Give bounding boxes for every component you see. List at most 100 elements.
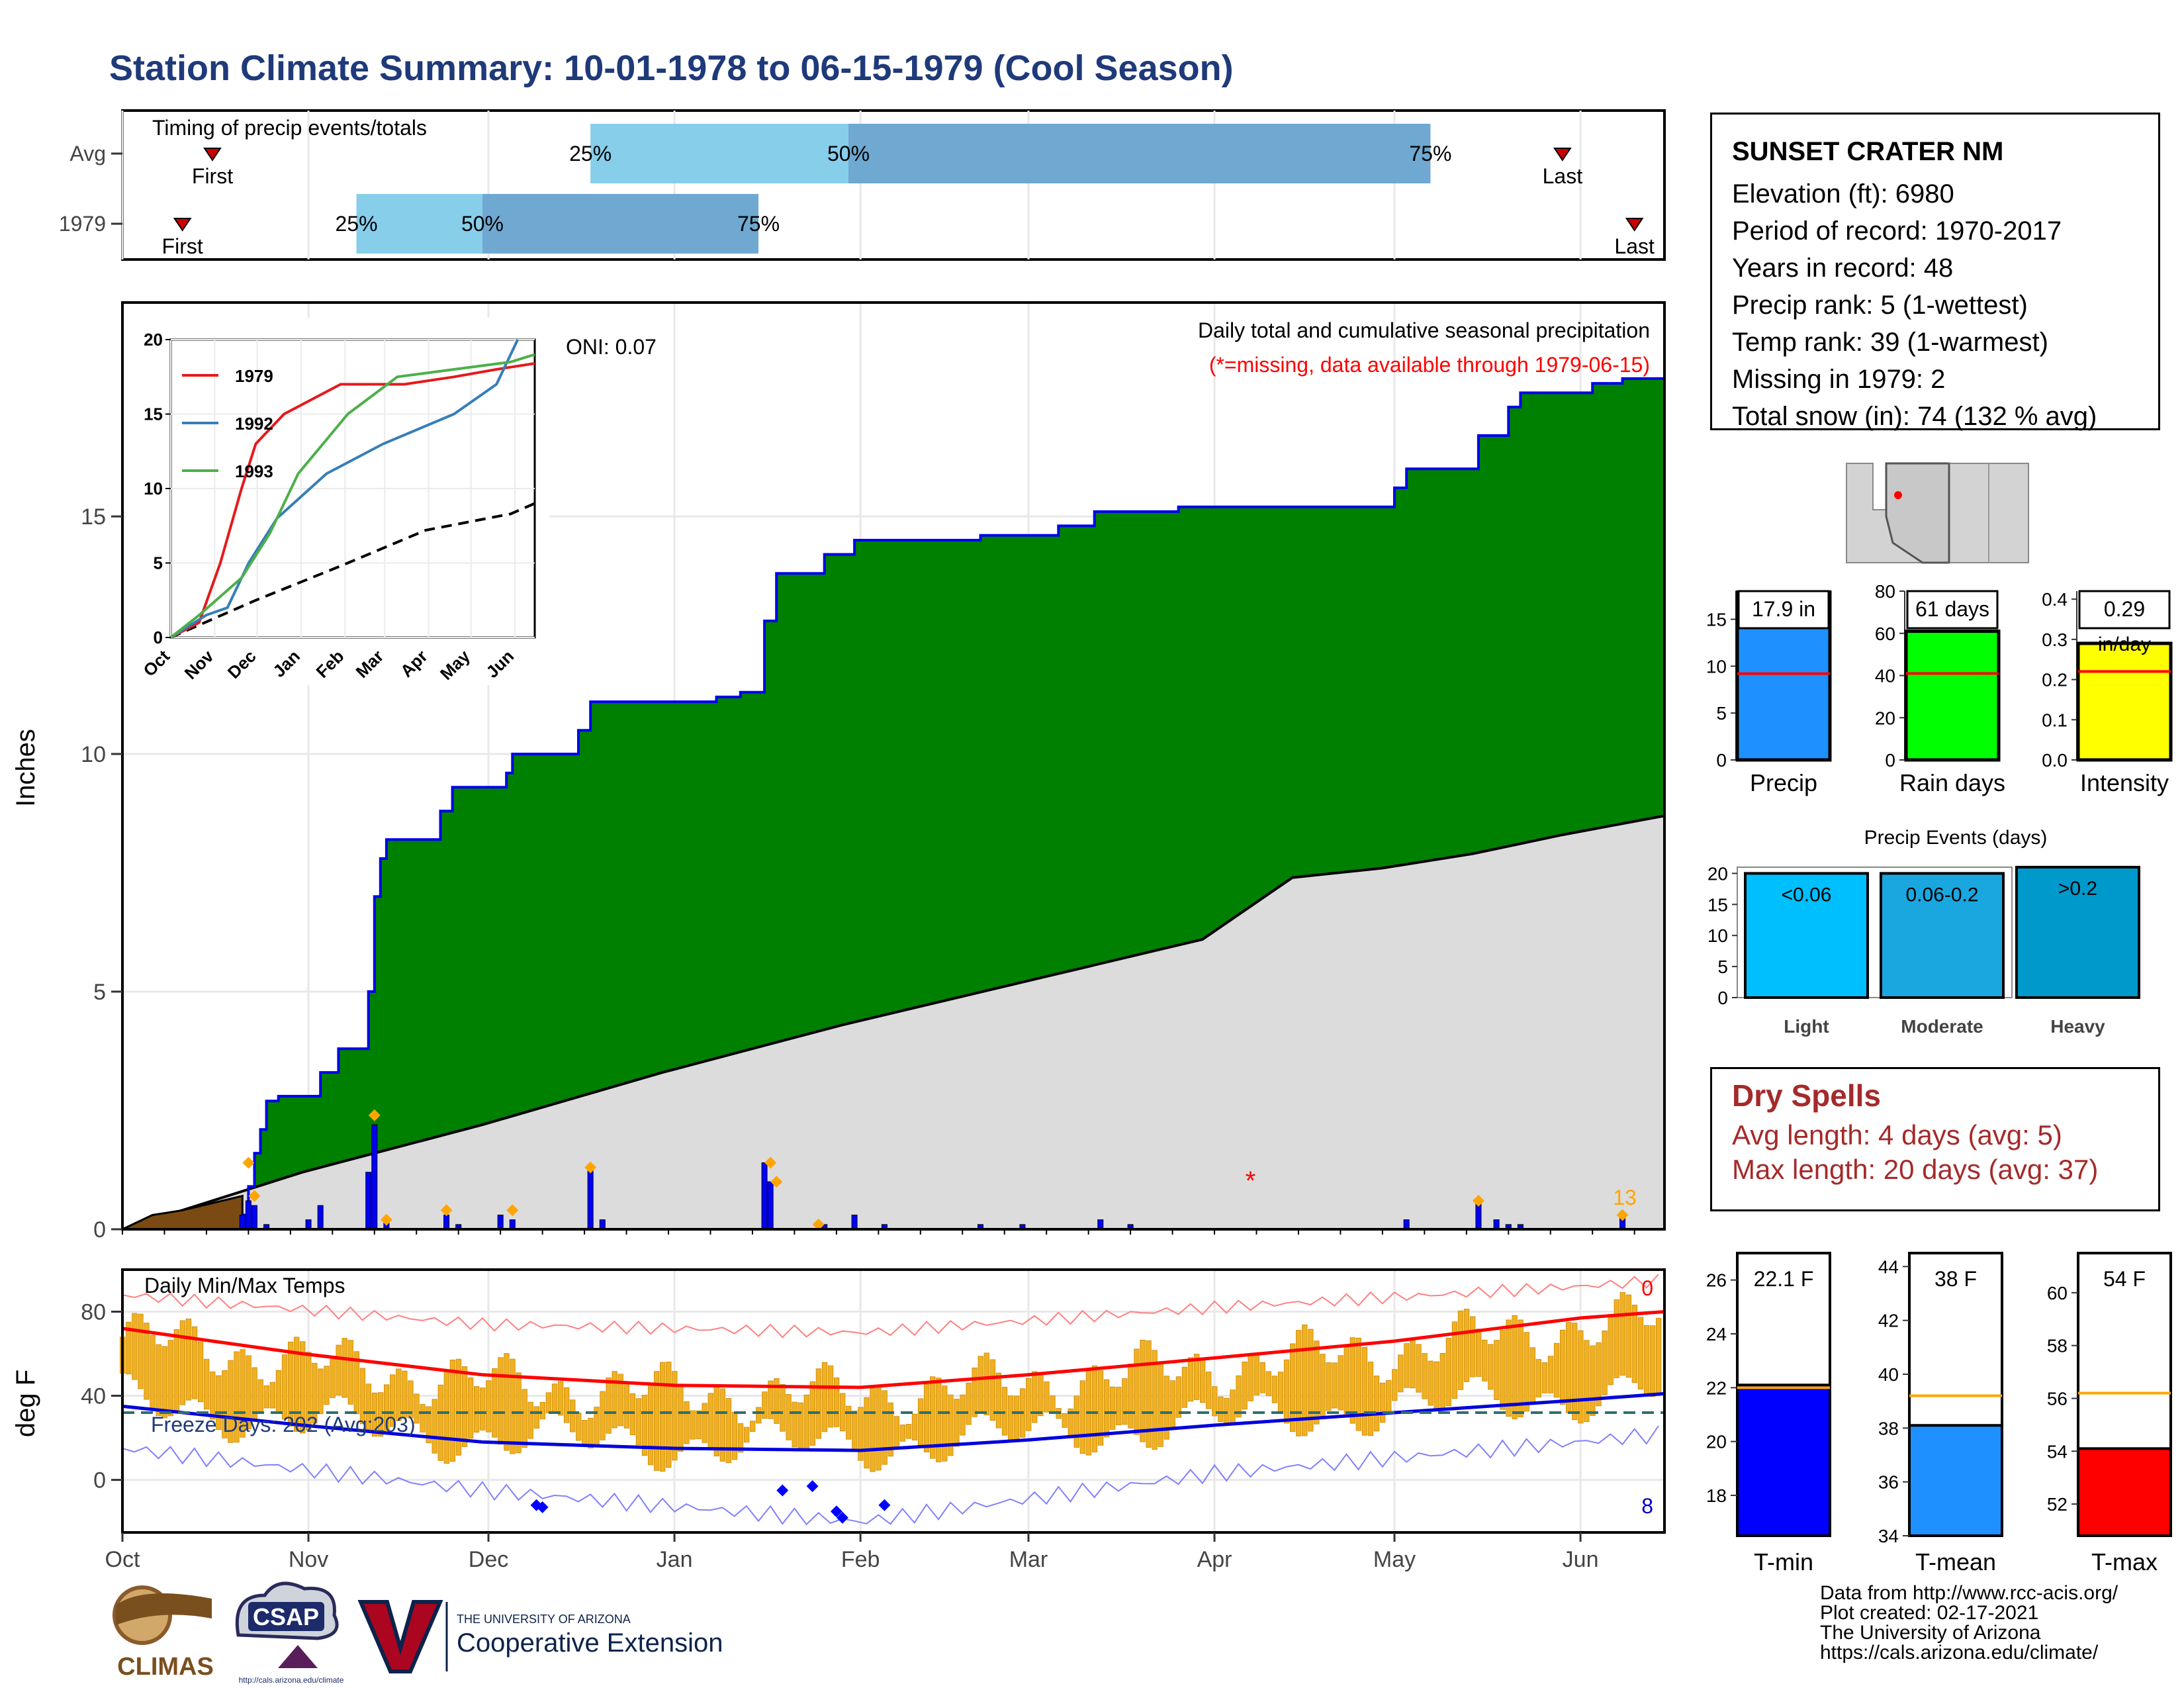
temp-daily-bar	[1079, 1380, 1085, 1454]
temp-daily-bar	[312, 1362, 318, 1424]
temp-daily-bar	[359, 1368, 366, 1425]
temp-cold-marker	[836, 1511, 848, 1524]
temp-daily-bar	[545, 1392, 552, 1414]
temp-daily-bar	[1457, 1310, 1464, 1390]
temp-daily-bar	[228, 1360, 234, 1443]
inset-series-line	[169, 339, 520, 639]
temp-daily-bar	[1140, 1339, 1146, 1442]
temp-daily-bar	[690, 1410, 696, 1440]
temp-daily-bar	[846, 1405, 852, 1440]
precip-y-tick-label: 10	[81, 742, 106, 767]
tempbar-bar	[2077, 1447, 2172, 1537]
inset-series-line	[170, 362, 535, 639]
temp-daily-bar	[1110, 1386, 1116, 1430]
credits-line-1: Data from http://www.rcc-acis.org/	[1820, 1582, 2118, 1604]
temp-daily-bar	[1283, 1359, 1290, 1424]
temp-daily-bar	[287, 1341, 294, 1427]
temp-daily-bar	[948, 1394, 954, 1456]
temp-daily-bar	[1026, 1378, 1032, 1431]
temp-daily-bar	[522, 1389, 527, 1448]
temp-daily-bar	[533, 1406, 539, 1429]
temp-daily-bar	[1038, 1372, 1044, 1417]
temp-daily-bar	[600, 1391, 606, 1440]
temp-daily-bar	[1439, 1352, 1445, 1411]
temp-daily-bar	[1091, 1365, 1098, 1452]
temp-daily-bar	[588, 1417, 594, 1448]
timing-panel: Timing of precip events/totals Avg 25% 50% 7…	[59, 109, 1666, 261]
temp-daily-bar	[1649, 1325, 1656, 1397]
station-temp-rank: Temp rank: 39 (1-warmest)	[1732, 328, 2048, 357]
temp-daily-bar	[281, 1354, 288, 1420]
tempbar-y-tick-label: 26	[1706, 1270, 1727, 1291]
temp-daily-bar	[1404, 1343, 1410, 1388]
tempbar-category-label: T-mean	[1915, 1548, 1996, 1575]
station-info-panel: SUNSET CRATER NM Elevation (ft): 6980 Pe…	[1710, 113, 2160, 431]
temp-daily-bar	[623, 1383, 629, 1429]
climas-logo-text: CLIMAS	[117, 1653, 214, 1681]
temp-daily-bar	[1398, 1354, 1404, 1393]
temp-daily-bar	[917, 1398, 924, 1446]
summary-value-box	[1906, 590, 1999, 630]
temp-daily-bar	[1656, 1317, 1662, 1395]
temp-daily-bar	[617, 1374, 623, 1427]
ua-big-text: Cooperative Extension	[457, 1628, 723, 1658]
ua-small-text: THE UNIVERSITY OF ARIZONA	[457, 1613, 631, 1626]
precip-daily-bar	[251, 1205, 257, 1230]
temp-daily-bar	[786, 1393, 792, 1440]
tempbar-bar	[1908, 1424, 2003, 1537]
tempbar-y-tick-label: 40	[1878, 1364, 1899, 1385]
dry-spells-max: Max length: 20 days (avg: 37)	[1732, 1154, 2099, 1185]
csap-mountain-icon	[278, 1645, 318, 1668]
temp-daily-bar	[1181, 1366, 1188, 1408]
inset-legend-label: 1979	[235, 366, 273, 386]
timing-p50-label: 50%	[827, 142, 870, 165]
timing-last-label: Last	[1614, 234, 1655, 258]
temp-daily-bar	[1602, 1331, 1608, 1395]
temp-daily-bar	[707, 1393, 713, 1450]
summary-y-tick-label: 10	[1706, 656, 1727, 677]
dry-spells-panel: Dry Spells Avg length: 4 days (avg: 5) M…	[1710, 1067, 2160, 1211]
temp-daily-bar	[1163, 1376, 1169, 1440]
summary-y-tick-label: 5	[1716, 703, 1727, 724]
arizona-locator-map	[1843, 460, 2032, 566]
temp-cold-marker	[806, 1480, 819, 1493]
temp-daily-bar	[1116, 1387, 1122, 1425]
summary-category-label: Precip	[1750, 769, 1817, 796]
summary-y-tick-label: 40	[1875, 666, 1895, 686]
temp-daily-bar	[1103, 1379, 1110, 1438]
tempbar-y-tick-label: 42	[1878, 1311, 1899, 1331]
tempbar-bar	[1736, 1383, 1831, 1537]
temp-daily-bar	[612, 1371, 617, 1429]
summary-y-tick-label: 0	[1885, 750, 1895, 771]
summary-value-label: 0.29	[2104, 597, 2145, 621]
temp-daily-bar	[821, 1362, 828, 1432]
temp-daily-bar	[978, 1356, 983, 1414]
precip-event-marker	[770, 1176, 783, 1188]
temp-daily-bar	[1355, 1337, 1362, 1431]
temp-daily-bar	[294, 1336, 300, 1432]
tempbar-y-tick-label: 52	[2047, 1494, 2068, 1515]
inset-y-tick-label: 20	[144, 330, 163, 350]
precip-frame	[121, 301, 1666, 1231]
temp-daily-bar	[1001, 1387, 1008, 1436]
temp-daily-bar	[1296, 1330, 1302, 1436]
timing-p75-label: 75%	[1409, 142, 1451, 165]
temp-daily-bar	[347, 1340, 353, 1405]
month-axis-label: Dec	[469, 1547, 508, 1572]
timing-last-marker	[1625, 218, 1644, 232]
temp-daily-bar	[582, 1419, 588, 1447]
precip-missing-marker: *	[1246, 1166, 1256, 1196]
temp-daily-bar	[629, 1393, 636, 1436]
precip-event-marker	[248, 1190, 261, 1202]
summary-y-tick-label: 80	[1875, 581, 1895, 602]
temp-daily-bar	[432, 1399, 437, 1454]
temp-daily-bar	[1265, 1371, 1272, 1396]
temp-tmin-avg-line	[122, 1391, 1665, 1452]
temp-daily-bar	[725, 1398, 732, 1464]
temp-daily-bar	[1392, 1369, 1398, 1401]
temp-daily-bar	[983, 1352, 989, 1415]
temp-cold-marker	[536, 1501, 549, 1513]
temp-daily-bar	[330, 1356, 336, 1398]
temp-daily-bar	[1494, 1340, 1500, 1400]
precip-daily-bar	[365, 1172, 372, 1230]
